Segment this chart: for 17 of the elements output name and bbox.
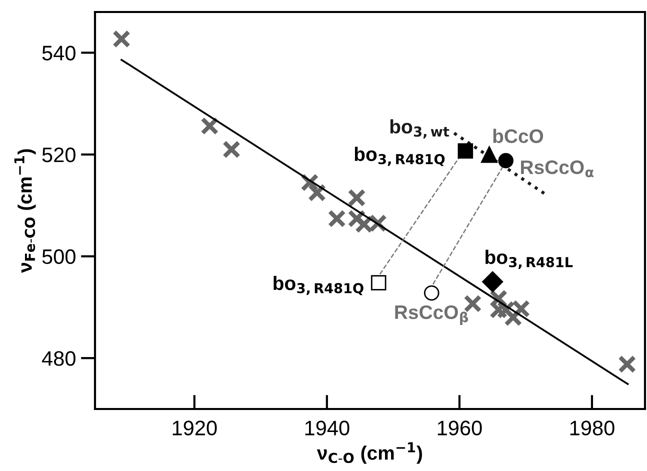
series-label: bo$_{3,R481Q}$ <box>354 146 445 166</box>
y-tick-label: 540 <box>42 46 76 60</box>
y-axis-title: ν$_{Fe-CO}$ (cm$^{−1}$) <box>14 149 36 273</box>
series-label: bo$_{3,wt}$ <box>390 119 450 138</box>
series-label: RsCcO$_{α}$ <box>521 160 594 178</box>
series-label: bCcO <box>493 128 544 144</box>
series-label: bo$_{3,R481L}$ <box>486 250 573 270</box>
x-axis-title: ν$_{C-O}$ (cm$^{−1}$) <box>316 442 422 464</box>
x-tick-label: 1980 <box>570 420 614 436</box>
y-tick-label: 520 <box>42 148 76 162</box>
y-tick-label: 480 <box>42 351 76 366</box>
series-label: RsCcO$_{β}$ <box>395 305 468 325</box>
x-tick-label: 1960 <box>438 420 482 436</box>
y-tick-label: 500 <box>42 249 76 264</box>
x-tick-label: 1920 <box>172 420 217 436</box>
x-tick-label: 1940 <box>305 420 350 436</box>
series-label: bo$_{3,R481Q}$ <box>274 276 364 296</box>
